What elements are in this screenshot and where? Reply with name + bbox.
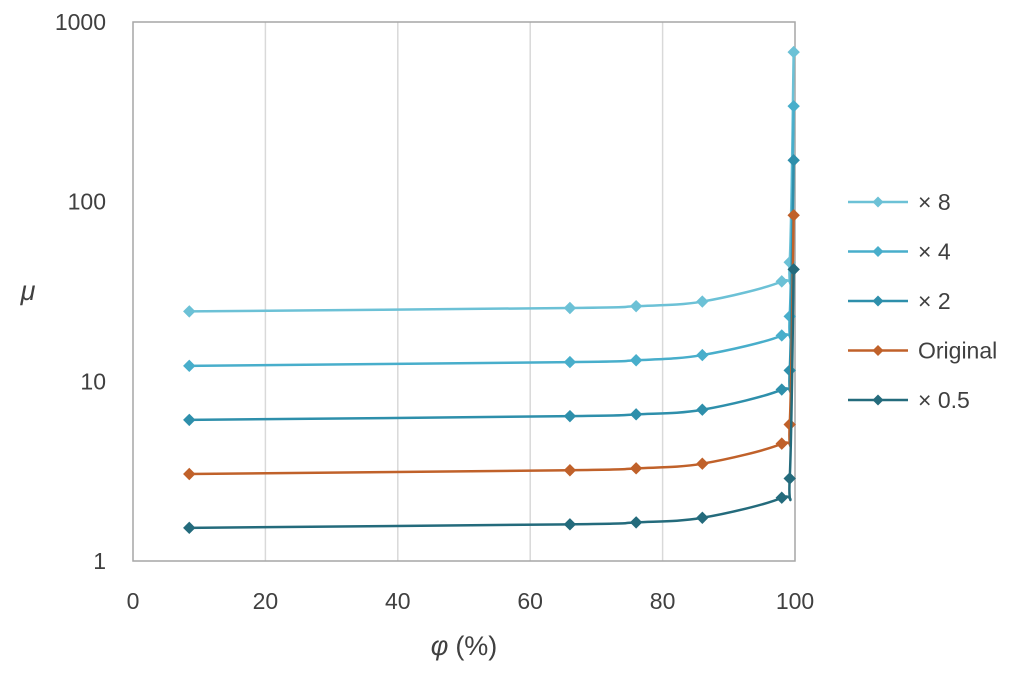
data-point-marker (629, 408, 643, 421)
legend-item: Original (848, 338, 997, 364)
series-line (189, 160, 795, 422)
series-group (183, 209, 800, 481)
data-point-marker (775, 275, 788, 288)
y-tick-label: 10 (80, 368, 106, 394)
data-point-marker (183, 467, 196, 481)
y-tick-label: 1000 (55, 9, 106, 35)
data-point-marker (629, 462, 643, 475)
axes-layer (132, 21, 796, 562)
y-tick-label: 100 (68, 189, 106, 215)
data-point-marker (183, 413, 196, 427)
ticks-layer: 0 20 40 60 80 100 1 10 100 1000 (55, 9, 814, 614)
legend-swatch-marker (872, 394, 884, 406)
x-tick-label: 100 (776, 588, 814, 614)
data-point-marker (787, 154, 800, 167)
legend-layer: × 8 × 4 × 2 Original × 0.5 (848, 189, 997, 413)
x-tick-label: 0 (127, 588, 140, 614)
x-axis-symbol: φ (431, 631, 449, 661)
series-line (189, 52, 795, 313)
data-point-marker (696, 511, 709, 524)
legend-swatch-marker (872, 345, 884, 356)
grid-layer (264, 22, 664, 561)
series-group (183, 154, 800, 427)
series-line (189, 215, 795, 476)
legend-swatch-marker (872, 295, 884, 307)
data-point-marker (787, 263, 800, 276)
data-point-marker (696, 403, 709, 416)
data-point-marker (629, 299, 643, 313)
legend-item: × 8 (848, 189, 951, 215)
legend-item: × 4 (848, 239, 951, 265)
series-group (183, 45, 800, 318)
data-point-marker (183, 305, 196, 318)
data-point-marker (775, 329, 788, 342)
x-tick-label: 60 (517, 588, 543, 614)
data-point-marker (183, 359, 196, 373)
data-point-marker (775, 491, 788, 504)
plot-area-border (132, 21, 796, 562)
data-point-marker (783, 472, 796, 485)
data-point-marker (563, 464, 577, 477)
x-axis-title: φ (%) (431, 631, 498, 661)
legend-label: × 8 (918, 189, 951, 215)
legend-label: × 4 (918, 239, 951, 265)
data-point-marker (563, 409, 577, 423)
data-point-marker (563, 518, 577, 531)
data-point-marker (783, 364, 796, 377)
legend-swatch-marker (872, 196, 884, 208)
x-tick-label: 80 (650, 588, 676, 614)
legend-item: × 0.5 (848, 387, 970, 413)
x-axis-unit: (%) (455, 631, 497, 661)
data-point-marker (563, 355, 577, 369)
data-point-marker (696, 348, 709, 362)
legend-swatch-marker (872, 246, 884, 257)
legend-label: × 2 (918, 288, 951, 314)
data-point-marker (775, 437, 788, 450)
data-point-marker (563, 301, 577, 315)
series-layer (183, 45, 800, 535)
data-point-marker (696, 295, 709, 308)
data-point-marker (629, 354, 643, 367)
data-point-marker (783, 418, 796, 431)
series-line (189, 106, 795, 368)
series-line (189, 269, 795, 530)
series-group (183, 99, 800, 373)
x-tick-label: 20 (253, 588, 279, 614)
data-point-marker (183, 521, 196, 535)
data-point-marker (787, 209, 800, 222)
x-tick-label: 40 (385, 588, 411, 614)
data-point-marker (787, 45, 800, 59)
legend-label: × 0.5 (918, 387, 970, 413)
y-tick-label: 1 (93, 548, 106, 574)
y-axis-title: μ (20, 276, 36, 306)
series-group (183, 263, 800, 535)
data-point-marker (696, 457, 709, 470)
data-point-marker (787, 99, 800, 113)
data-point-marker (629, 516, 643, 529)
legend-label: Original (918, 338, 997, 364)
data-point-marker (775, 383, 788, 396)
legend-item: × 2 (848, 288, 951, 314)
